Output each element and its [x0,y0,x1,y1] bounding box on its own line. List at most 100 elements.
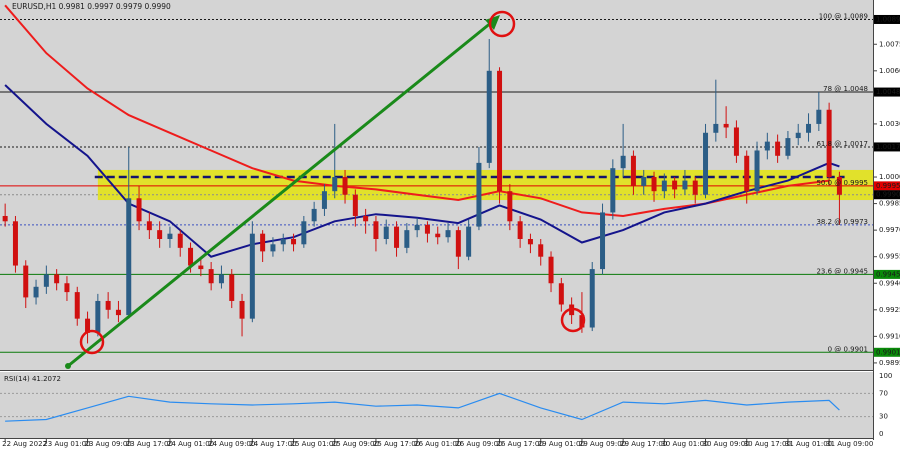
candle-body [548,256,554,284]
candle-body [146,221,152,231]
y-tick-label: 0.9985 [879,200,900,208]
price-box [874,142,900,152]
candle-body [785,138,791,156]
candle-body [260,233,266,252]
y-tick-label: 0.9895 [879,359,900,367]
y-tick-label: 0.9925 [879,306,900,314]
price-box [874,14,900,24]
candle-body [177,233,183,248]
level-label: 38.2 @ 0.9973 [816,218,868,226]
candle-body [816,109,822,124]
x-tick-label: 24 Aug 01:00 [167,440,214,448]
candle-body [95,300,101,333]
x-tick-label: 29 Aug 17:00 [620,440,667,448]
x-tick-label: 30 Aug 09:00 [703,440,750,448]
candle-body [157,230,163,239]
level-layer [0,18,873,353]
price-label: 0.9945 [876,270,900,278]
candle-body [507,191,513,222]
candle-body [641,177,647,186]
price-box [874,87,900,97]
candle-body [497,70,503,192]
candle-body [198,265,204,270]
candle-body [43,274,49,287]
y-tick-label: 1.0075 [879,40,900,48]
rsi-line [5,392,840,422]
candle-body [383,226,389,239]
candle-body [394,226,400,248]
price-box [874,269,900,279]
candle-body [486,70,492,163]
candle-body [795,132,801,139]
candle-body [775,141,781,156]
candle-body [311,208,317,222]
x-tick-label: 23 Aug 01:00 [43,440,90,448]
x-tick-label: 24 Aug 09:00 [208,440,255,448]
candle-body [414,224,420,231]
candle-body [630,155,636,186]
candle-body [229,274,235,301]
candle-body [115,309,121,316]
x-tick-label: 26 Aug 01:00 [414,440,461,448]
price-box [874,347,900,357]
level-label: 23.6 @ 0.9945 [816,267,868,275]
rsi-tick-label: 0 [879,430,883,438]
circle-low [79,329,105,355]
x-tick-label: 31 Aug 09:00 [826,440,873,448]
x-tick-label: 29 Aug 09:00 [579,440,626,448]
candle-body [85,318,91,333]
trend-arrow [67,20,493,368]
candle-body [321,191,327,209]
candle-body [435,233,441,238]
candle-body [373,221,379,239]
candle-body [291,238,297,245]
candle-body [600,212,606,270]
candle-body [733,127,739,156]
candle-body [12,221,18,266]
level-label: 100 @ 1.0089 [819,12,868,20]
candle-body [64,283,70,293]
price-box [874,181,900,191]
rsi-tick-label: 100 [879,372,892,380]
circle-low [560,307,586,333]
x-tick-label: 25 Aug 01:00 [291,440,338,448]
candle-body [239,300,245,319]
candle-body [610,168,616,213]
price-label: 0.9995 [876,182,900,190]
candle-body [404,230,410,248]
candle-body [754,150,760,192]
x-tick-label: 31 Aug 01:00 [785,440,832,448]
candle-body [744,155,750,192]
rsi-area [0,372,873,438]
x-tick-label: 25 Aug 09:00 [332,440,379,448]
price-label: 1.0017 [876,143,900,151]
rsi-tick-label: 30 [879,413,888,421]
x-tick-label: 25 Aug 17:00 [373,440,420,448]
candle-body [33,286,39,298]
x-tick-label: 30 Aug 01:00 [661,440,708,448]
candle-body [661,180,667,192]
annotations [65,10,586,369]
candle-body [363,215,369,222]
price-label: 0.9990 [876,191,900,199]
candle-body [476,162,482,227]
candle-body [352,194,358,216]
candle-body [342,177,348,195]
candle-body [23,265,29,298]
candle-body [270,244,276,252]
x-tick-label: 23 Aug 09:00 [85,440,132,448]
candle-body [836,177,842,195]
candle-body [218,274,224,284]
x-tick-label: 23 Aug 17:00 [126,440,173,448]
x-tick-label: 29 Aug 01:00 [538,440,585,448]
x-tick-label: 24 Aug 17:00 [249,440,296,448]
candle-body [54,274,60,284]
candle-body [538,244,544,257]
candle-body [455,230,461,257]
moving-average [4,4,830,218]
